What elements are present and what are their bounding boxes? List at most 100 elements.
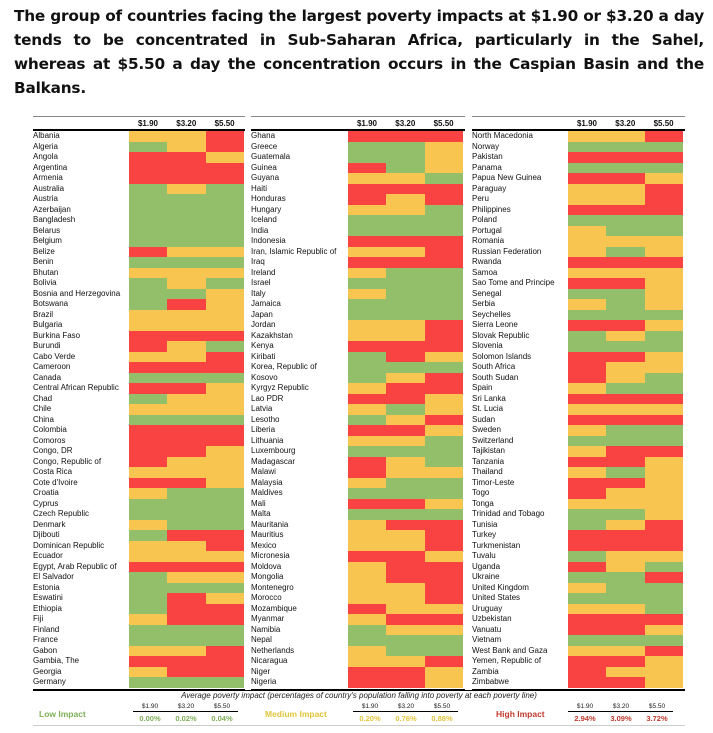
heatmap-cell (606, 414, 645, 425)
heatmap-cell (129, 173, 168, 184)
heatmap-cell (129, 624, 168, 635)
heatmap-cell (129, 677, 168, 688)
country-label: Spain (472, 383, 493, 392)
country-label: Kyrgyz Republic (251, 383, 309, 392)
legend: Average poverty impact (percentages of c… (33, 690, 685, 726)
country-label: Botswana (33, 299, 69, 308)
table-row: Japan (251, 309, 465, 320)
country-label: Kenya (251, 341, 274, 350)
table-row: Mauritania (251, 519, 465, 530)
heatmap-cell (606, 351, 645, 362)
heatmap-cell (606, 309, 645, 320)
heatmap-cell (129, 530, 168, 541)
heatmap-cell (167, 435, 206, 446)
table-row: Zimbabwe (472, 677, 685, 688)
country-label: Tanzania (472, 456, 505, 466)
heatmap-cell (424, 446, 463, 457)
table-row: Togo (472, 488, 685, 499)
country-label: Solomon Islands (472, 351, 532, 361)
table-row: Belarus (33, 225, 245, 236)
heatmap-cell (129, 414, 168, 425)
heatmap-cell (606, 467, 645, 478)
table-row: Lithuania (251, 435, 465, 446)
heatmap-cell (205, 267, 244, 278)
heatmap-cell (568, 404, 607, 415)
heatmap-cell (205, 572, 244, 583)
table-row: Armenia (33, 173, 245, 184)
heatmap-cell (386, 330, 425, 341)
country-label: Nepal (251, 635, 272, 644)
heatmap-cell (568, 656, 607, 667)
country-label: Egypt, Arab Republic of (33, 561, 117, 571)
country-label: Bulgaria (33, 320, 63, 329)
heatmap-cell (606, 173, 645, 184)
heatmap-cell (424, 593, 463, 604)
column-header: $5.50 (214, 119, 235, 128)
table-row: Bulgaria (33, 320, 245, 331)
heatmap-cell (606, 257, 645, 268)
heatmap-cell (205, 488, 244, 499)
heatmap-cell (424, 393, 463, 404)
heatmap-cell (167, 162, 206, 173)
heatmap-cell (424, 341, 463, 352)
heatmap-cell (424, 309, 463, 320)
heatmap-cell (424, 488, 463, 499)
heatmap-cell (424, 456, 463, 467)
heatmap-cell (606, 341, 645, 352)
country-label: Sweden (472, 425, 501, 434)
heatmap-cell (386, 299, 425, 310)
country-label: Dominican Republic (33, 540, 105, 550)
heatmap-cell (606, 183, 645, 194)
heatmap-cell (568, 551, 607, 562)
heatmap-cell (386, 582, 425, 593)
country-label: Timor-Leste (472, 477, 515, 487)
heatmap-cell (348, 551, 387, 562)
heatmap-cell (424, 635, 463, 646)
legend-column-header: $5.50 (433, 703, 451, 710)
heatmap-cell (644, 341, 683, 352)
country-label: Albania (33, 131, 60, 140)
heatmap-cell (606, 498, 645, 509)
heatmap-cell (644, 635, 683, 646)
heatmap-cell (205, 446, 244, 457)
heatmap-cell (348, 393, 387, 404)
heatmap-cell (644, 141, 683, 152)
heatmap-cell (606, 215, 645, 226)
legend-divider (33, 690, 685, 691)
heatmap-cell (205, 278, 244, 289)
heatmap-cell (167, 624, 206, 635)
heatmap-cell (424, 204, 463, 215)
heatmap-cell (644, 467, 683, 478)
country-label: Kiribati (251, 351, 276, 361)
heatmap-cell (386, 530, 425, 541)
heatmap-cell (606, 656, 645, 667)
heatmap-cell (606, 404, 645, 415)
country-label: Moldova (251, 561, 282, 571)
heatmap-cell (568, 456, 607, 467)
country-label: Ukraine (472, 572, 500, 581)
heatmap-cell (386, 173, 425, 184)
heatmap-cell (348, 141, 387, 152)
table-row: Luxembourg (251, 446, 465, 457)
panel-bottom-line (472, 688, 685, 690)
country-label: Chile (33, 404, 52, 413)
heatmap-cell (129, 498, 168, 509)
legend-value: 0.88% (431, 714, 453, 723)
panel-top-line (251, 116, 465, 117)
heatmap-cell (386, 183, 425, 194)
heatmap-cell (644, 645, 683, 656)
heatmap-cell (606, 509, 645, 520)
country-label: Italy (251, 288, 266, 298)
table-row: Bosnia and Herzegovina (33, 288, 245, 299)
heatmap-cell (424, 131, 463, 142)
heatmap-cell (205, 561, 244, 572)
country-label: Armenia (33, 173, 63, 182)
country-label: Guinea (251, 162, 277, 172)
table-row: Trinidad and Tobago (472, 509, 685, 520)
heatmap-cell (606, 624, 645, 635)
heatmap-cell (644, 603, 683, 614)
country-label: Azerbaijan (33, 204, 71, 214)
heatmap-cell (167, 341, 206, 352)
country-label: Sudan (472, 414, 496, 424)
country-label: Finland (33, 624, 60, 634)
